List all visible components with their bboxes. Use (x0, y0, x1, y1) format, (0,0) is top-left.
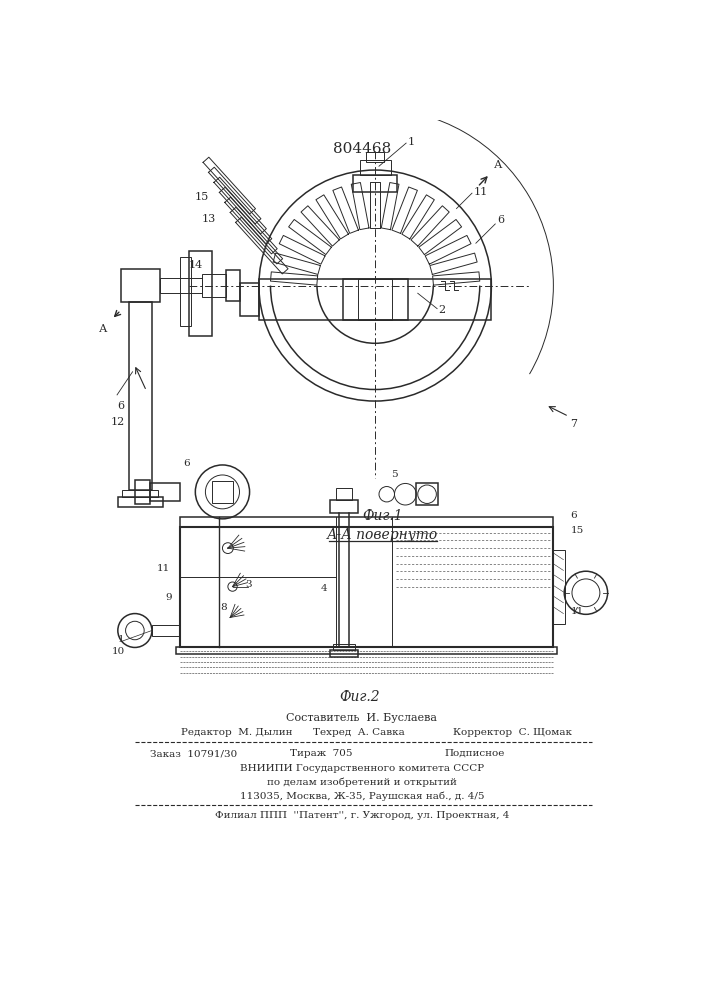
Text: 10: 10 (112, 647, 125, 656)
Bar (330, 500, 358, 513)
Text: 11: 11 (474, 187, 488, 197)
Text: Редактор  М. Дылин: Редактор М. Дылин (182, 728, 293, 737)
Text: 15: 15 (571, 526, 584, 535)
Bar (330, 650, 358, 657)
Bar (151, 483, 180, 501)
Text: 11: 11 (571, 607, 584, 616)
Bar (333, 644, 355, 650)
Text: 7: 7 (571, 419, 578, 429)
Bar (358, 279, 392, 320)
Text: Корректор  С. Щомак: Корректор С. Щомак (452, 728, 572, 737)
Bar (180, 257, 191, 326)
Text: 14: 14 (189, 260, 203, 270)
Text: Подписное: Подписное (445, 749, 506, 758)
Text: 2: 2 (438, 305, 446, 315)
Bar (129, 302, 152, 490)
Bar (189, 251, 212, 336)
Text: 11: 11 (157, 564, 170, 573)
Text: ВНИИПИ Государственного комитета СССР: ВНИИПИ Государственного комитета СССР (240, 764, 484, 773)
Bar (180, 527, 554, 647)
Text: 15: 15 (194, 192, 209, 202)
Bar (122, 490, 158, 497)
Text: 6: 6 (497, 215, 504, 225)
Text: 1: 1 (118, 635, 124, 644)
Text: Филиал ППП  ''Патент'', г. Ужгород, ул. Проектная, 4: Филиал ППП ''Патент'', г. Ужгород, ул. П… (215, 811, 509, 820)
Text: 9: 9 (165, 593, 172, 602)
Text: 5: 5 (391, 470, 397, 479)
Text: Тираж  705: Тираж 705 (290, 749, 352, 758)
Bar (416, 483, 438, 505)
Bar (226, 270, 240, 301)
Text: 6: 6 (571, 511, 577, 520)
Bar (554, 550, 565, 624)
Text: Составитель  И. Буслаева: Составитель И. Буслаева (286, 713, 438, 723)
Bar (337, 488, 352, 500)
Text: А: А (98, 324, 107, 334)
Text: 3: 3 (246, 580, 252, 589)
Text: 6: 6 (117, 401, 125, 411)
Bar (160, 278, 202, 293)
Text: 1: 1 (408, 137, 415, 147)
Text: Техред  А. Савка: Техред А. Савка (313, 728, 405, 737)
Text: Фиг.1: Фиг.1 (363, 509, 403, 523)
Text: Заказ  10791/30: Заказ 10791/30 (151, 749, 238, 758)
Bar (240, 283, 259, 316)
Bar (259, 279, 491, 320)
Text: 8: 8 (220, 603, 227, 612)
Text: 12: 12 (110, 417, 125, 427)
Bar (118, 497, 163, 507)
Text: Фиг.2: Фиг.2 (339, 690, 380, 704)
Bar (360, 160, 391, 175)
Text: 113035, Москва, Ж-35, Раушская наб., д. 4/5: 113035, Москва, Ж-35, Раушская наб., д. … (240, 791, 484, 801)
Bar (176, 647, 557, 654)
Bar (354, 175, 397, 192)
Text: по делам изобретений и открытий: по делам изобретений и открытий (267, 778, 457, 787)
Text: А: А (493, 160, 502, 170)
Bar (121, 269, 160, 302)
Text: А-А повернуто: А-А повернуто (327, 528, 438, 542)
Text: 6: 6 (184, 459, 190, 468)
Text: 13: 13 (202, 214, 216, 224)
Text: 4: 4 (321, 584, 327, 593)
Bar (366, 152, 385, 162)
Bar (343, 279, 408, 320)
Bar (211, 481, 233, 503)
Bar (180, 517, 554, 527)
Text: 804468: 804468 (333, 142, 391, 156)
Bar (135, 480, 151, 504)
Bar (152, 625, 180, 636)
Bar (202, 274, 226, 297)
